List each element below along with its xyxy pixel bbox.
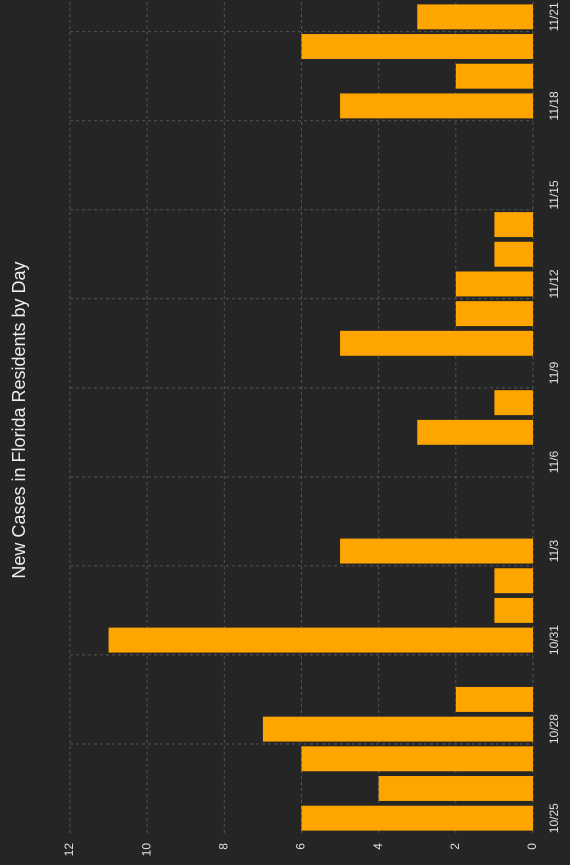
y-tick-label: 10 xyxy=(139,843,153,857)
x-tick-label: 11/15 xyxy=(547,180,561,209)
x-tick-label: 11/12 xyxy=(547,269,561,298)
chart-title: New Cases in Florida Residents by Day xyxy=(9,261,29,578)
bar xyxy=(494,212,533,238)
bar xyxy=(455,271,534,297)
bar xyxy=(494,597,533,623)
x-tick-label: 11/9 xyxy=(547,361,561,384)
bar xyxy=(455,63,534,89)
bar xyxy=(417,419,533,445)
y-tick-label: 2 xyxy=(448,843,462,850)
bar xyxy=(494,568,533,594)
y-tick-label: 8 xyxy=(217,843,231,850)
x-tick-label: 10/25 xyxy=(547,803,561,833)
bar xyxy=(262,716,533,742)
bar xyxy=(301,34,533,59)
bar xyxy=(494,390,533,416)
bar xyxy=(417,4,533,30)
y-tick-label: 0 xyxy=(525,843,539,850)
x-tick-label: 10/28 xyxy=(547,714,561,744)
bar xyxy=(340,330,534,356)
y-tick-label: 6 xyxy=(294,843,308,850)
bar xyxy=(301,746,533,772)
x-tick-label: 11/21 xyxy=(547,2,561,31)
bar xyxy=(494,241,533,267)
x-tick-label: 11/3 xyxy=(547,539,561,562)
bar xyxy=(301,805,533,831)
x-tick-label: 10/31 xyxy=(547,625,561,655)
bar xyxy=(378,776,533,801)
rotated-chart: New Cases in Florida Residents by Day 0 2… xyxy=(9,2,561,856)
y-tick-label: 4 xyxy=(371,843,385,850)
bar xyxy=(340,538,534,564)
bar xyxy=(455,686,534,712)
x-tick-label: 11/18 xyxy=(547,91,561,120)
x-tick-label: 11/6 xyxy=(547,450,561,473)
bar xyxy=(340,93,534,119)
bar xyxy=(108,627,533,653)
y-tick-label: 12 xyxy=(62,843,76,857)
bar xyxy=(455,301,534,327)
